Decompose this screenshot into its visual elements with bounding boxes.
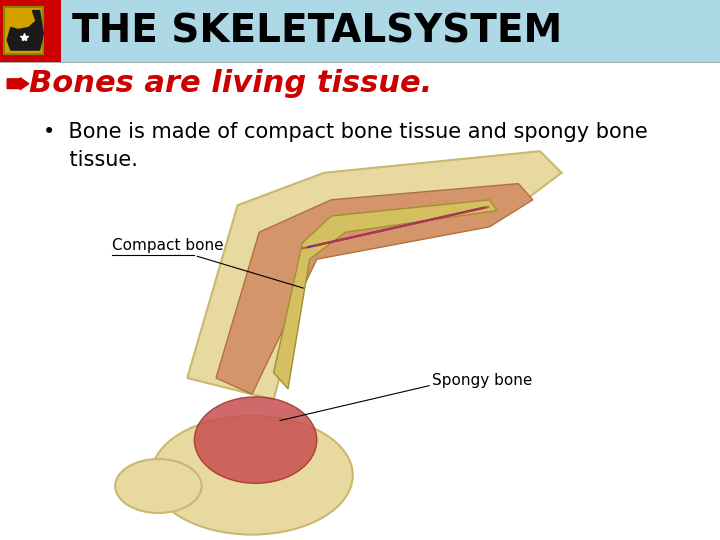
Text: Bones are living tissue.: Bones are living tissue.	[29, 69, 432, 98]
Text: •  Bone is made of compact bone tissue and spongy bone
    tissue.: • Bone is made of compact bone tissue an…	[43, 122, 648, 170]
PathPatch shape	[274, 200, 497, 389]
Ellipse shape	[151, 416, 353, 535]
Text: THE SKELETALSYSTEM: THE SKELETALSYSTEM	[72, 12, 562, 50]
Bar	[0, 0, 720, 62]
FancyArrow shape	[7, 78, 29, 90]
Text: Compact bone: Compact bone	[112, 238, 223, 253]
PathPatch shape	[187, 151, 562, 400]
Ellipse shape	[115, 459, 202, 513]
Text: Spongy bone: Spongy bone	[432, 373, 532, 388]
Ellipse shape	[194, 397, 317, 483]
Bar	[0, 0, 61, 62]
Polygon shape	[7, 11, 43, 50]
Bar	[4, 8, 43, 54]
PathPatch shape	[216, 184, 533, 394]
